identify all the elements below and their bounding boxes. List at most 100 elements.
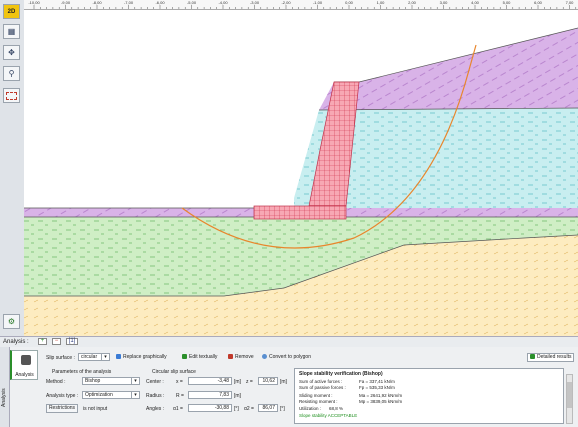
left-toolbar: 2D ▦ ✥ ⚲ ⚙: [0, 0, 25, 336]
passive-forces-row: Sum of passive forces : Fp = 535,33 kN/m: [299, 385, 395, 390]
ruler-tick-label: -9,00: [60, 0, 71, 5]
analysis-1-tab[interactable]: [1]: [66, 338, 78, 345]
ruler-tick-label: 6,00: [534, 0, 542, 5]
center-x-input[interactable]: -3,48: [188, 377, 232, 385]
2d-mode-button[interactable]: 2D: [3, 4, 20, 19]
cube-icon: ▦: [7, 27, 16, 36]
r-unit: [m]: [234, 393, 241, 399]
ruler-tick-label: 0,00: [345, 0, 353, 5]
remove-analysis-button[interactable]: −: [52, 338, 61, 345]
replace-icon: [116, 354, 121, 360]
utilization-value: 68,8 %: [329, 406, 344, 411]
ruler-tick-label: -6,00: [155, 0, 165, 5]
ruler-tick-label: 1,00: [376, 0, 385, 5]
ruler-tick-label: 2,00: [408, 0, 416, 5]
move-button[interactable]: ✥: [3, 45, 20, 60]
restrictions-value: is not input: [83, 406, 108, 412]
settings-button[interactable]: ⚙: [3, 314, 20, 329]
radius-label: Radius :: [146, 393, 165, 399]
stability-verdict: Slope stability ACCEPTABLE: [299, 413, 358, 418]
soil-layer-green[interactable]: [24, 217, 578, 296]
ruler-ticks: [33, 5, 577, 9]
convert-icon: [262, 354, 267, 360]
ruler-tick-label: 3,00: [439, 0, 448, 5]
parameters-title: Parameters of the analysis: [52, 369, 112, 375]
results-panel: Slope stability verification (Bishop) Su…: [294, 368, 564, 424]
resisting-moment-row: Resisting moment : Mp = 3839,05 kNm/m: [299, 399, 402, 404]
chevron-down-icon: ▾: [101, 354, 109, 360]
method-select[interactable]: Bishop ▾: [82, 377, 140, 385]
analysis-icon: [21, 355, 31, 365]
ruler-tick-label: 4,00: [471, 0, 479, 5]
analysis-tab-label: Analysis: [15, 372, 34, 378]
chevron-down-icon: ▾: [131, 392, 139, 398]
side-tab[interactable]: Analysis: [0, 347, 10, 427]
center-z-input[interactable]: 10,62: [258, 377, 278, 385]
ruler-tick-label: 5,00: [502, 0, 511, 5]
circular-title: Circular slip surface: [152, 369, 196, 375]
retaining-wall[interactable]: [253, 81, 360, 220]
results-title: Slope stability verification (Bishop): [299, 371, 383, 377]
sliding-moment-value: Ma = 2641,92 kNm/m: [359, 393, 403, 398]
resisting-moment-label: Resisting moment :: [299, 399, 338, 404]
analysis-type-value: Optimization: [85, 392, 113, 398]
active-forces-row: Sum of active forces : Fa = 337,41 kN/m: [299, 379, 395, 384]
resisting-moment-value: Mp = 3839,05 kNm/m: [359, 399, 403, 404]
analysis-type-label: Analysis type :: [46, 393, 79, 399]
ruler-tick-label: -8,00: [92, 0, 102, 5]
ruler-tick-label: -3,00: [249, 0, 260, 5]
pencil-icon: [182, 354, 187, 360]
edit-textually-label: Edit textually: [189, 354, 218, 360]
sliding-moment-label: Sliding moment :: [299, 393, 333, 398]
soil-layer-purple-top[interactable]: [319, 28, 578, 110]
3d-view-button[interactable]: ▦: [3, 24, 20, 39]
slip-surface-select[interactable]: circular ▾: [78, 353, 110, 361]
model-canvas[interactable]: [24, 10, 578, 336]
method-value: Bishop: [85, 378, 101, 384]
utilization-row: Utilization : 68,8 %: [299, 406, 343, 411]
soil-layer-cyan[interactable]: [294, 108, 578, 217]
alpha2-input[interactable]: 86,07: [258, 404, 278, 412]
horizontal-ruler: -10,00 -9,00 -8,00 -7,00 -6,00 -5,00 -4,00 -3,0…: [24, 0, 578, 10]
results-scrollbar-thumb[interactable]: [567, 382, 572, 408]
alpha2-symbol: α2 =: [244, 406, 254, 412]
alpha1-input[interactable]: -30,88: [188, 404, 232, 412]
alpha1-unit: [°]: [234, 406, 239, 412]
ruler-tick-label: 7,00: [565, 0, 574, 5]
gear-icon: ⚙: [7, 317, 16, 326]
move-arrows-icon: ✥: [8, 48, 15, 57]
edit-textually-button[interactable]: Edit textually: [182, 353, 217, 361]
remove-label: Remove: [235, 354, 254, 360]
model-drawing: [24, 27, 578, 336]
results-icon: [530, 354, 535, 360]
x-unit: [m]: [234, 379, 241, 385]
replace-graphically-button[interactable]: Replace graphically: [116, 353, 167, 361]
select-region-button[interactable]: [3, 88, 20, 103]
r-symbol: R =: [176, 393, 184, 399]
soil-layer-yellow[interactable]: [24, 235, 578, 336]
sliding-moment-row: Sliding moment : Ma = 2641,92 kNm/m: [299, 393, 402, 398]
convert-to-polygon-button[interactable]: Convert to polygon: [262, 353, 311, 361]
restrictions-button[interactable]: Restrictions: [46, 404, 78, 413]
angles-label: Angles :: [146, 406, 165, 412]
side-tab-label: Analysis: [1, 388, 7, 407]
ruler-tick-label: -7,00: [123, 0, 134, 5]
soil-layer-purple-strip[interactable]: [24, 208, 578, 217]
add-analysis-button[interactable]: +: [38, 338, 47, 345]
remove-button[interactable]: Remove: [228, 353, 254, 361]
zoom-button[interactable]: ⚲: [3, 66, 20, 81]
active-forces-label: Sum of active forces :: [299, 379, 343, 384]
ruler-tick-label: -4,00: [218, 0, 228, 5]
chevron-down-icon: ▾: [131, 378, 139, 384]
close-icon: [228, 354, 233, 360]
radius-input[interactable]: 7,83: [188, 391, 232, 399]
slip-surface-arc[interactable]: [181, 44, 477, 249]
detailed-results-button[interactable]: Detailed results: [527, 353, 575, 362]
analysis-type-select[interactable]: Optimization ▾: [82, 391, 140, 399]
analysis-bar-label: Analysis :: [3, 339, 29, 345]
method-label: Method :: [46, 379, 66, 385]
region-icon: [6, 91, 17, 100]
analysis-frame-tab[interactable]: Analysis: [10, 350, 38, 380]
z-symbol: z =: [246, 379, 253, 385]
ruler-tick-label: -2,00: [281, 0, 291, 5]
